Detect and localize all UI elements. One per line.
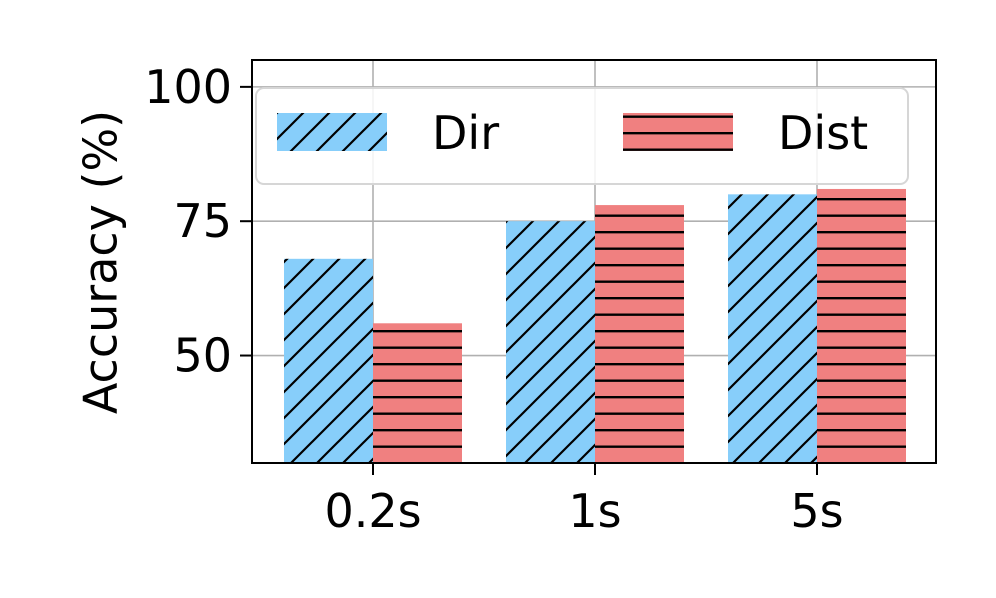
y-ticks: 50 75 100 [144,60,252,383]
bar-dist-0-2s [373,323,462,463]
x-ticks: 0.2s 1s 5s [324,463,844,538]
y-tick-label-2: 100 [144,60,232,114]
y-tick-label-0: 50 [173,329,232,383]
bar-dist-1s [595,205,684,463]
legend-label-dir: Dir [432,106,499,160]
x-tick-label-1: 1s [568,484,621,538]
bar-dir-5s [728,194,817,464]
legend: Dir Dist [255,87,909,185]
bars [284,188,906,464]
legend-label-dist: Dist [778,106,868,160]
y-tick-label-1: 75 [173,194,232,248]
y-axis-label: Accuracy (%) [74,110,128,414]
x-tick-label-2: 5s [790,484,843,538]
legend-swatch-dir [277,113,387,151]
bar-dir-1s [506,221,595,463]
legend-swatch-dist [623,113,733,151]
bar-dist-5s [817,188,906,463]
legend-frame [255,87,909,185]
bar-dir-0-2s [284,258,373,463]
x-tick-label-0: 0.2s [324,484,421,538]
